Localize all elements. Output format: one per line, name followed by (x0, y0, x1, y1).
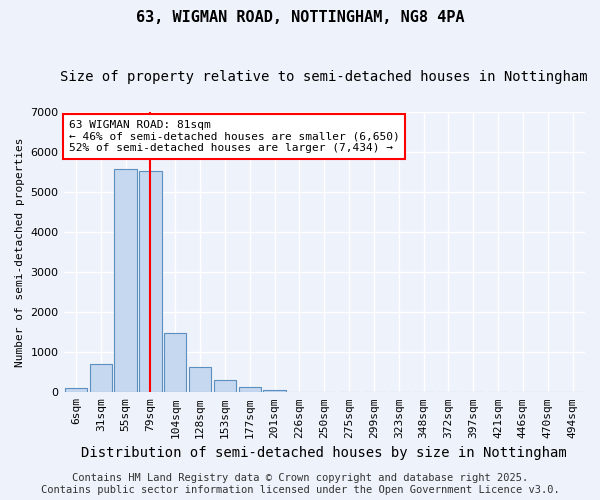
Bar (65, 388, 87, 392)
Bar (189, 368, 211, 392)
Bar (164, 334, 187, 392)
Bar (239, 388, 261, 392)
Text: 63, WIGMAN ROAD, NOTTINGHAM, NG8 4PA: 63, WIGMAN ROAD, NOTTINGHAM, NG8 4PA (136, 10, 464, 25)
Y-axis label: Number of semi-detached properties: Number of semi-detached properties (15, 137, 25, 366)
Title: Size of property relative to semi-detached houses in Nottingham: Size of property relative to semi-detach… (61, 70, 588, 84)
Bar (214, 380, 236, 392)
Text: Contains HM Land Registry data © Crown copyright and database right 2025.
Contai: Contains HM Land Registry data © Crown c… (41, 474, 559, 495)
Bar (139, 172, 161, 392)
Bar (263, 390, 286, 392)
Text: 63 WIGMAN ROAD: 81sqm
← 46% of semi-detached houses are smaller (6,650)
52% of s: 63 WIGMAN ROAD: 81sqm ← 46% of semi-deta… (69, 120, 400, 153)
Bar (115, 170, 137, 392)
X-axis label: Distribution of semi-detached houses by size in Nottingham: Distribution of semi-detached houses by … (82, 446, 567, 460)
Bar (89, 364, 112, 392)
